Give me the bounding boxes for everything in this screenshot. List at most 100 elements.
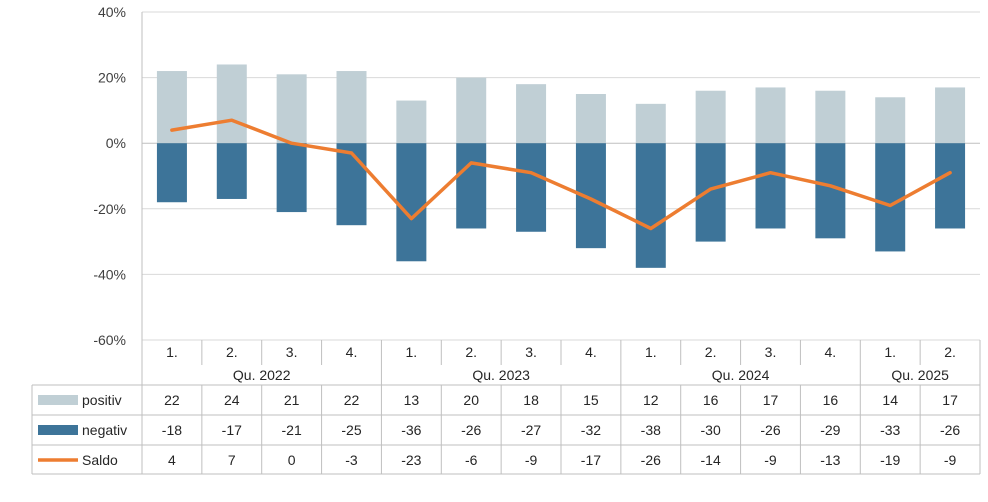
saldo-point xyxy=(828,184,832,188)
x-tick-label: 2. xyxy=(226,344,238,360)
legend-swatch-positiv xyxy=(38,395,78,405)
y-axis-labels: 40% 20% 0% -20% -40% -60% xyxy=(93,4,126,348)
saldo-point xyxy=(589,197,593,201)
bar-positiv xyxy=(755,87,786,144)
data-label-positiv: 22 xyxy=(164,392,180,408)
saldo-point xyxy=(769,171,772,175)
x-tick-label: 4. xyxy=(346,344,358,360)
y-tick-label: -60% xyxy=(93,332,126,348)
data-label-negativ: -25 xyxy=(341,422,361,438)
data-label-negativ: -17 xyxy=(222,422,242,438)
saldo-point xyxy=(170,128,174,132)
x-group-label: Qu. 2024 xyxy=(712,367,770,383)
x-tick-label: 4. xyxy=(585,344,597,360)
data-label-saldo: -9 xyxy=(944,452,957,468)
bar-positiv xyxy=(935,87,966,144)
bar-positiv xyxy=(396,100,427,144)
saldo-point xyxy=(948,171,952,175)
x-group-label: Qu. 2025 xyxy=(891,367,949,383)
saldo-point xyxy=(409,217,413,221)
x-tick-label: 1. xyxy=(406,344,418,360)
data-label-saldo: -3 xyxy=(345,452,358,468)
data-label-saldo: -9 xyxy=(525,452,538,468)
data-label-negativ: -21 xyxy=(282,422,302,438)
data-label-negativ: -36 xyxy=(401,422,421,438)
y-tick-label: 20% xyxy=(98,70,126,86)
data-label-positiv: 12 xyxy=(643,392,659,408)
saldo-point xyxy=(888,204,892,208)
bar-negativ xyxy=(276,143,307,213)
data-label-positiv: 13 xyxy=(404,392,420,408)
data-label-negativ: -32 xyxy=(581,422,601,438)
bar-negativ xyxy=(635,143,666,268)
data-label-negativ: -38 xyxy=(641,422,661,438)
bar-positiv xyxy=(336,71,367,144)
bar-negativ xyxy=(875,143,906,252)
data-label-positiv: 16 xyxy=(823,392,839,408)
bar-negativ xyxy=(516,143,547,232)
legend-label-positiv: positiv xyxy=(82,392,122,408)
bar-negativ xyxy=(755,143,786,229)
x-tick-label: 2. xyxy=(465,344,477,360)
data-label-negativ: -26 xyxy=(940,422,960,438)
bar-positiv xyxy=(875,97,906,144)
data-label-saldo: 0 xyxy=(288,452,296,468)
bar-positiv xyxy=(456,77,487,144)
data-label-saldo: -14 xyxy=(701,452,721,468)
data-label-positiv: 15 xyxy=(583,392,599,408)
bar-negativ xyxy=(456,143,487,229)
data-label-positiv: 17 xyxy=(763,392,779,408)
data-label-saldo: -13 xyxy=(820,452,840,468)
saldo-line xyxy=(170,118,952,231)
data-label-negativ: -27 xyxy=(521,422,541,438)
data-label-negativ: -33 xyxy=(880,422,900,438)
data-label-saldo: -23 xyxy=(401,452,421,468)
saldo-point xyxy=(649,226,653,230)
data-table: 1. 2. 3. 4. 1. 2. 3. 4. 1. 2. 3. 4. 1. 2. Qu. 2022 Qu. … xyxy=(31,340,981,475)
x-tick-label: 2. xyxy=(944,344,956,360)
data-label-saldo: -19 xyxy=(880,452,900,468)
data-label-negativ: -30 xyxy=(701,422,721,438)
x-group-label: Qu. 2023 xyxy=(472,367,530,383)
x-tick-label: 1. xyxy=(166,344,178,360)
data-label-saldo: -17 xyxy=(581,452,601,468)
x-tick-label: 1. xyxy=(884,344,896,360)
bar-positiv xyxy=(216,64,247,144)
x-tick-label: 3. xyxy=(765,344,777,360)
saldo-point xyxy=(709,187,713,191)
data-label-saldo: 4 xyxy=(168,452,176,468)
saldo-point xyxy=(469,161,473,165)
bar-negativ xyxy=(695,143,726,242)
data-label-positiv: 20 xyxy=(463,392,479,408)
gridlines xyxy=(141,11,980,341)
bars xyxy=(156,64,966,268)
y-tick-label: -40% xyxy=(93,266,126,282)
bar-positiv xyxy=(516,84,547,144)
data-label-saldo: -6 xyxy=(465,452,478,468)
bar-negativ xyxy=(935,143,966,229)
bar-positiv xyxy=(276,74,307,144)
bar-negativ xyxy=(336,143,367,226)
data-label-saldo: -26 xyxy=(641,452,661,468)
data-label-positiv: 17 xyxy=(942,392,958,408)
x-tick-label: 1. xyxy=(645,344,657,360)
saldo-point xyxy=(350,151,353,155)
data-label-saldo: -9 xyxy=(764,452,777,468)
saldo-point xyxy=(529,171,533,175)
bar-positiv xyxy=(815,90,846,144)
saldo-point xyxy=(230,118,234,122)
legend-label-saldo: Saldo xyxy=(82,452,118,468)
bar-negativ xyxy=(216,143,247,199)
data-label-positiv: 24 xyxy=(224,392,240,408)
y-tick-label: 40% xyxy=(98,4,126,20)
bar-positiv xyxy=(635,103,666,144)
bar-negativ xyxy=(156,143,187,203)
saldo-point xyxy=(290,141,294,145)
legend-label-negativ: negativ xyxy=(82,422,127,438)
bar-negativ xyxy=(396,143,427,262)
data-label-negativ: -26 xyxy=(461,422,481,438)
data-label-positiv: 16 xyxy=(703,392,719,408)
x-group-label: Qu. 2022 xyxy=(233,367,291,383)
x-tick-label: 2. xyxy=(705,344,717,360)
